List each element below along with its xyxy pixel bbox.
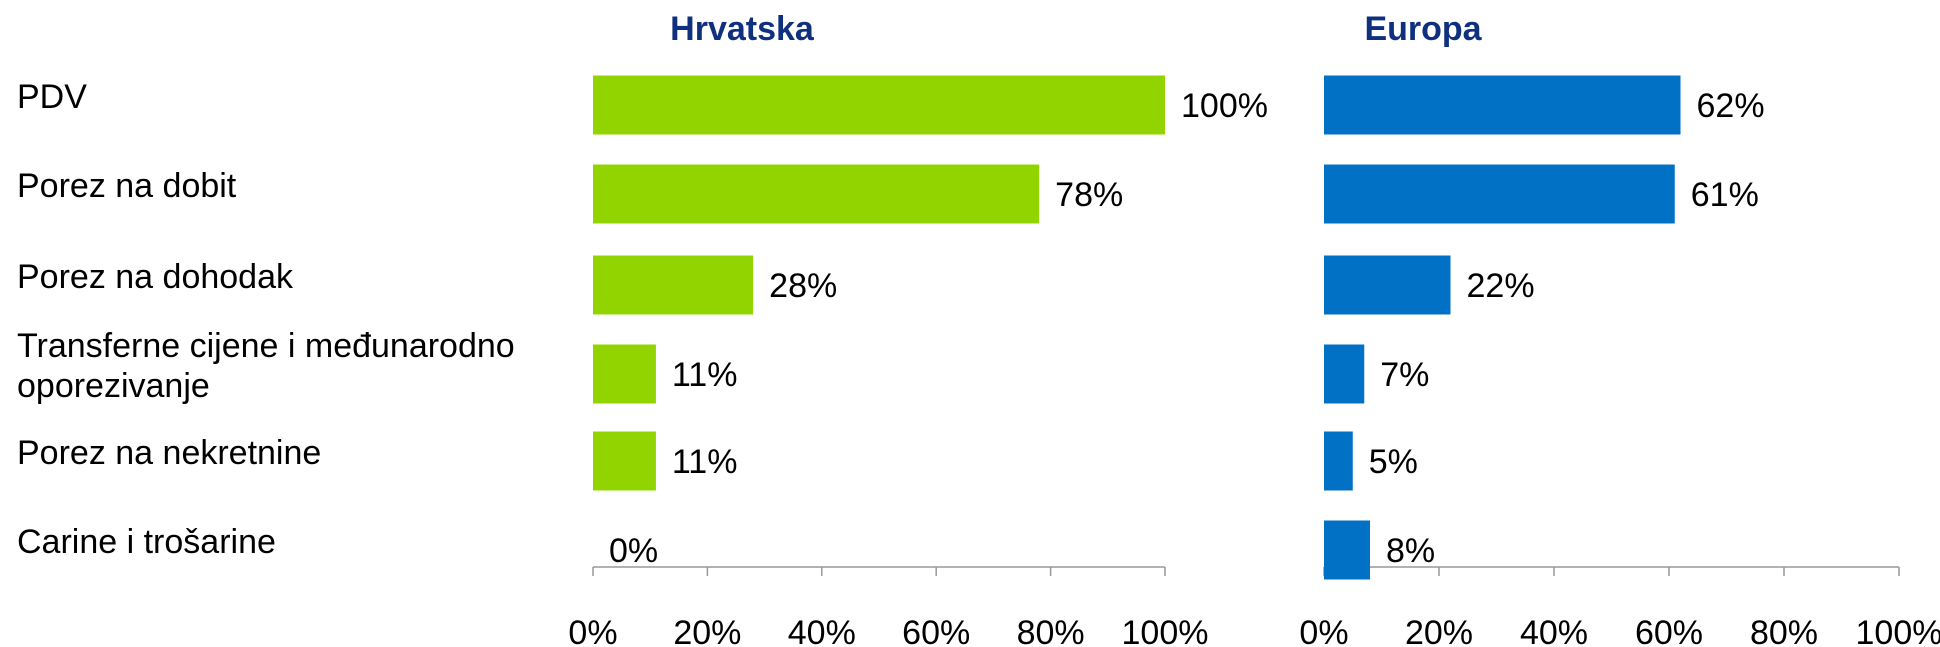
chart-title: Europa: [1364, 10, 1482, 48]
bar: [593, 431, 656, 491]
value-label: 28%: [769, 267, 837, 305]
value-label: 11%: [672, 356, 738, 394]
bar: [1324, 164, 1675, 224]
x-tick-label: 40%: [1520, 614, 1588, 647]
value-label: 22%: [1467, 267, 1535, 305]
bar: [593, 255, 754, 315]
bar: [1324, 75, 1681, 135]
bar: [1324, 344, 1365, 404]
value-label: 100%: [1181, 87, 1268, 125]
bar: [593, 164, 1040, 224]
x-tick-label: 40%: [788, 614, 856, 647]
category-label: Carine i trošarine: [17, 523, 276, 561]
bar: [1324, 255, 1451, 315]
value-label: 62%: [1697, 87, 1765, 125]
x-tick-label: 20%: [1405, 614, 1473, 647]
x-tick-label: 100%: [1122, 614, 1209, 647]
x-tick-label: 60%: [1635, 614, 1703, 647]
category-label: Porez na dohodak: [17, 258, 293, 296]
category-label: Porez na nekretnine: [17, 434, 322, 472]
bar: [593, 75, 1165, 135]
x-tick-label: 0%: [1299, 614, 1348, 647]
value-label: 11%: [672, 443, 738, 481]
bar: [1324, 431, 1353, 491]
x-tick-label: 80%: [1750, 614, 1818, 647]
value-label: 8%: [1386, 532, 1435, 570]
bar: [593, 344, 656, 404]
category-label: Porez na dobit: [17, 167, 237, 205]
category-label: PDV: [17, 78, 87, 116]
value-label: 78%: [1055, 176, 1123, 214]
value-label: 61%: [1691, 176, 1759, 214]
value-label: 5%: [1369, 443, 1418, 481]
x-tick-label: 100%: [1856, 614, 1940, 647]
x-tick-label: 20%: [673, 614, 741, 647]
category-label: Transferne cijene i međunarodno oporeziv…: [17, 327, 515, 405]
value-label: 0%: [609, 532, 658, 570]
bar: [1324, 520, 1370, 580]
x-tick-label: 0%: [568, 614, 617, 647]
x-tick-label: 60%: [902, 614, 970, 647]
x-tick-label: 80%: [1017, 614, 1085, 647]
value-label: 7%: [1380, 356, 1429, 394]
chart-title: Hrvatska: [670, 10, 815, 48]
